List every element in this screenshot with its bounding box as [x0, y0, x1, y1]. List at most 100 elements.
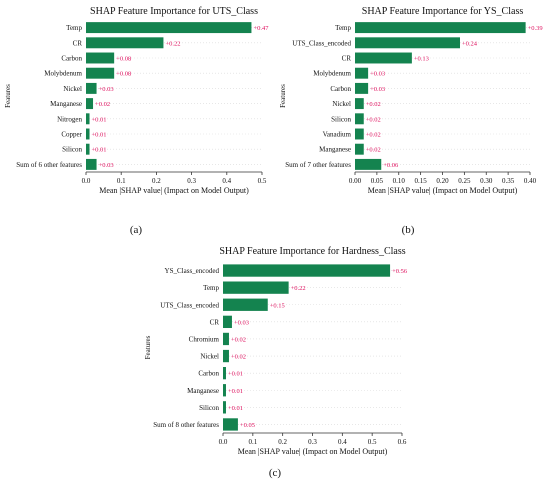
category-label: Sum of 7 other features	[285, 161, 351, 169]
x-axis-label: Mean |SHAP value| (Impact on Model Outpu…	[99, 186, 249, 195]
category-label: UTS_Class_encoded	[160, 301, 219, 309]
category-label: Carbon	[198, 370, 219, 378]
x-tick-label: 0.0	[219, 438, 228, 446]
x-axis-label: Mean |SHAP value| (Impact on Model Outpu…	[238, 447, 388, 456]
category-label: Temp	[66, 24, 82, 32]
value-label: +0.02	[366, 132, 381, 139]
chart-title: SHAP Feature Importance for UTS_Class	[90, 6, 258, 17]
bar-silicon	[355, 113, 364, 125]
category-label: Silicon	[331, 115, 351, 123]
bar-molybdenum	[355, 67, 369, 79]
bar-sum-of-6-other-features	[86, 158, 97, 170]
value-label: +0.03	[99, 86, 114, 93]
bar-carbon	[223, 366, 226, 380]
shap-chart-uts: SHAP Feature Importance for UTS_Class +0.…	[4, 6, 269, 195]
category-label: Molybdenum	[313, 70, 351, 78]
value-label: +0.24	[462, 40, 478, 47]
y-axis-label: Features	[4, 84, 12, 108]
x-tick-label: 0.25	[458, 177, 471, 185]
value-label: +0.22	[291, 285, 306, 292]
chart-title: SHAP Feature Importance for Hardness_Cla…	[219, 246, 405, 257]
x-tick-label: 0.00	[349, 177, 362, 185]
category-label: Temp	[335, 24, 351, 32]
value-label: +0.02	[231, 354, 246, 361]
value-label: +0.02	[95, 101, 110, 108]
category-label: Temp	[203, 284, 219, 292]
y-axis-label: Features	[144, 335, 152, 359]
x-tick-label: 0.0	[82, 177, 91, 185]
bar-molybdenum	[86, 67, 115, 79]
caption-a: (a)	[129, 224, 143, 236]
bar-manganese	[86, 98, 94, 110]
category-label: Manganese	[319, 146, 351, 154]
caption-b: (b)	[401, 224, 415, 236]
bar-manganese	[223, 384, 226, 397]
bar-uts-class-encoded	[223, 298, 268, 311]
x-tick-label: 0.20	[436, 177, 449, 185]
bar-temp	[223, 281, 289, 294]
category-label: Nickel	[332, 100, 351, 108]
value-label: +0.02	[231, 336, 246, 343]
category-label: Silicon	[62, 146, 82, 154]
chart-title: SHAP Feature Importance for YS_Class	[362, 6, 524, 17]
bar-uts-class-encoded	[355, 37, 460, 49]
category-label: Molybdenum	[44, 70, 82, 78]
bar-ys-class-encoded	[223, 264, 391, 277]
category-label: YS_Class_encoded	[165, 267, 220, 275]
category-label: CR	[342, 55, 352, 63]
value-label: +0.08	[116, 56, 131, 63]
category-label: Silicon	[199, 404, 219, 412]
bar-temp	[355, 22, 526, 34]
bar-carbon	[355, 82, 369, 94]
bar-silicon	[223, 401, 226, 414]
value-label: +0.05	[240, 422, 255, 429]
value-label: +0.02	[366, 147, 381, 154]
category-label: Carbon	[61, 55, 82, 63]
x-tick-label: 0.40	[524, 177, 537, 185]
value-label: +0.02	[366, 101, 381, 108]
bar-nickel	[86, 82, 97, 94]
bar-silicon	[86, 143, 90, 155]
category-label: Sum of 6 other features	[16, 161, 82, 169]
bar-sum-of-8-other-features	[223, 418, 238, 431]
x-tick-label: 0.30	[480, 177, 493, 185]
category-label: CR	[210, 318, 220, 326]
category-label: Carbon	[330, 85, 351, 93]
x-tick-label: 0.6	[398, 438, 407, 446]
x-tick-label: 0.1	[248, 438, 257, 446]
value-label: +0.01	[92, 132, 107, 139]
category-label: Nickel	[200, 353, 219, 361]
caption-c: (c)	[268, 467, 282, 479]
value-label: +0.01	[92, 116, 107, 123]
value-label: +0.01	[228, 388, 243, 395]
x-tick-label: 0.2	[152, 177, 161, 185]
category-label: Chromium	[189, 335, 220, 343]
value-label: +0.47	[253, 25, 269, 32]
value-label: +0.03	[234, 319, 249, 326]
category-label: Vanadium	[323, 131, 352, 139]
value-label: +0.01	[228, 371, 243, 378]
shap-chart-hardness: SHAP Feature Importance for Hardness_Cla…	[144, 246, 408, 456]
value-label: +0.22	[165, 40, 180, 47]
bar-carbon	[86, 52, 115, 64]
bar-cr	[223, 315, 232, 329]
category-label: Nitrogen	[57, 115, 82, 123]
x-axis-label: Mean |SHAP value| (Impact on Model Outpu…	[368, 186, 518, 195]
bar-sum-of-7-other-features	[355, 158, 382, 170]
category-label: Copper	[61, 131, 82, 139]
value-label: +0.15	[270, 302, 285, 309]
bar-nitrogen	[86, 113, 90, 125]
bar-nickel	[223, 349, 229, 363]
value-label: +0.08	[116, 71, 131, 78]
category-label: Manganese	[50, 100, 82, 108]
x-tick-label: 0.5	[368, 438, 377, 446]
shap-chart-ys: SHAP Feature Importance for YS_Class +0.3…	[279, 6, 543, 195]
category-label: UTS_Class_encoded	[292, 39, 351, 47]
value-label: +0.06	[383, 162, 399, 169]
bar-nickel	[355, 98, 364, 110]
x-tick-label: 0.4	[222, 177, 231, 185]
x-tick-label: 0.2	[278, 438, 287, 446]
x-tick-label: 0.3	[308, 438, 317, 446]
bar-cr	[355, 52, 412, 64]
x-tick-label: 0.4	[338, 438, 347, 446]
